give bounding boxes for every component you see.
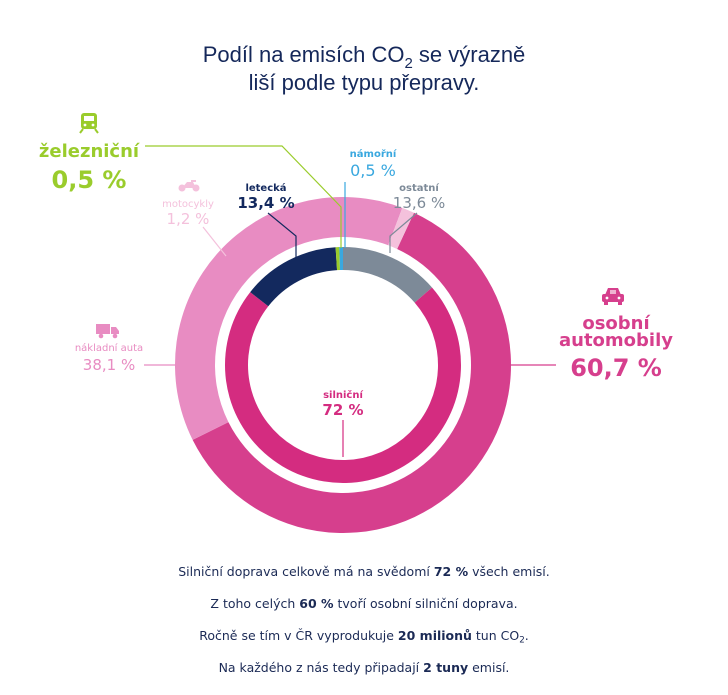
slice-železniční xyxy=(335,247,341,271)
leader-moto xyxy=(202,226,227,257)
slice-silniční xyxy=(225,287,461,484)
label-road-value: 72 % xyxy=(322,401,363,419)
label-other-name: ostatní xyxy=(399,182,439,194)
label-cars-value: 60,7 % xyxy=(570,354,662,382)
train-icon xyxy=(79,113,99,134)
label-other-value: 13,6 % xyxy=(393,194,445,212)
slice-nákladní-auta xyxy=(175,197,403,440)
label-cars-name-line2: automobily xyxy=(559,330,673,351)
note-3: Ročně se tím v ČR vyprodukuje 20 milionů… xyxy=(199,628,529,646)
emissions-donut-chart: Podíl na emisích CO2 se výrazně liší pod… xyxy=(39,42,673,533)
label-air-name: letecká xyxy=(245,182,286,194)
leader-air xyxy=(267,212,297,258)
label-moto-value: 1,2 % xyxy=(167,210,210,228)
slice-námořní xyxy=(339,247,343,271)
slice-letecká xyxy=(250,247,338,307)
motorcycle-icon xyxy=(178,180,200,192)
label-rail-value: 0,5 % xyxy=(52,166,127,194)
label-trucks-name: nákladní auta xyxy=(75,342,143,354)
truck-icon xyxy=(96,324,119,339)
label-cars-name-line1: osobní xyxy=(582,313,650,334)
chart-title-line1: Podíl na emisích CO2 se výrazně xyxy=(203,42,526,72)
label-road-name: silniční xyxy=(323,389,363,401)
outer-ring xyxy=(175,197,511,533)
leader-other xyxy=(389,212,418,253)
note-1: Silniční doprava celkově má na svědomí 7… xyxy=(178,564,550,579)
chart-title-line2: liší podle typu přepravy. xyxy=(249,70,480,95)
label-moto-name: motocykly xyxy=(162,199,214,210)
label-sea-value: 0,5 % xyxy=(350,161,396,180)
car-icon xyxy=(602,288,624,305)
label-air-value: 13,4 % xyxy=(237,194,294,212)
label-trucks-value: 38,1 % xyxy=(83,356,135,374)
slice-motocykly xyxy=(388,207,414,249)
label-rail-name: železniční xyxy=(39,141,140,162)
leader-rail xyxy=(145,145,342,248)
slice-ostatní xyxy=(343,247,433,303)
inner-ring xyxy=(225,247,461,484)
summary-notes: Silniční doprava celkově má na svědomí 7… xyxy=(0,556,728,684)
note-4: Na každého z nás tedy připadají 2 tuny e… xyxy=(218,660,510,675)
leader-lines xyxy=(144,145,556,457)
note-2: Z toho celých 60 % tvoří osobní silniční… xyxy=(210,596,518,611)
label-sea-name: námořní xyxy=(350,148,397,160)
